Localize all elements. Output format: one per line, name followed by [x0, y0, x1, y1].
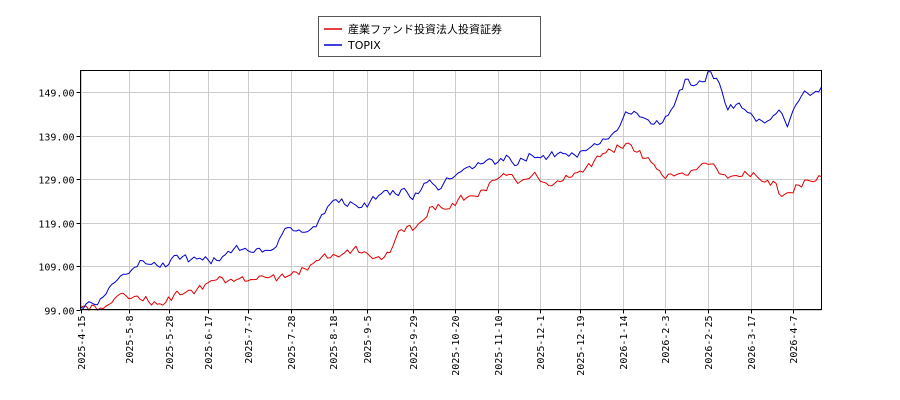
plot-frame: [80, 70, 822, 310]
x-tick-label: 2025-5-8: [125, 316, 136, 364]
y-tick-label: 149.00: [38, 89, 74, 100]
x-tick-label: 2025-10-20: [451, 316, 462, 376]
x-axis-ticks: 2025-4-15 2025-5-8 2025-5-28 2025-6-17 2025-…: [77, 309, 800, 376]
x-tick-label: 2026-1-14: [619, 316, 630, 370]
series-line-1: [80, 142, 822, 311]
legend: 産業ファンド投資法人投資証券 TOPIX: [318, 16, 541, 57]
legend-box: [318, 16, 541, 57]
y-tick-label: 119.00: [38, 220, 74, 231]
x-tick-label: 2025-4-15: [77, 316, 88, 370]
x-tick-label: 2025-12-19: [576, 316, 587, 376]
x-tick-label: 2025-9-5: [363, 316, 374, 364]
x-tick-label: 2026-4-7: [789, 316, 800, 364]
grid: [80, 70, 822, 311]
y-tick-label: 129.00: [38, 176, 74, 187]
y-tick-label: 109.00: [38, 263, 74, 274]
y-axis-ticks: 99.00 109.00 119.00 129.00 139.00 149.00: [38, 89, 81, 318]
legend-label-series-1: 産業ファンド投資法人投資証券: [348, 22, 502, 36]
x-tick-label: 2025-11-10: [494, 316, 505, 376]
y-tick-label: 139.00: [38, 133, 74, 144]
series-lines: [80, 71, 822, 311]
x-tick-label: 2025-6-17: [204, 316, 215, 370]
x-tick-label: 2026-2-25: [704, 316, 715, 370]
y-tick-label: 99.00: [44, 307, 74, 318]
x-tick-label: 2025-9-29: [409, 316, 420, 370]
x-tick-label: 2025-8-18: [329, 316, 340, 370]
x-tick-label: 2025-7-28: [287, 316, 298, 370]
x-tick-label: 2025-5-28: [165, 316, 176, 370]
x-tick-label: 2026-2-3: [661, 316, 672, 364]
x-tick-label: 2025-12-1: [536, 316, 547, 370]
x-tick-label: 2026-3-17: [747, 316, 758, 370]
legend-label-series-2: TOPIX: [347, 39, 381, 52]
x-tick-label: 2025-7-7: [244, 316, 255, 364]
series-line-2: [80, 71, 822, 309]
